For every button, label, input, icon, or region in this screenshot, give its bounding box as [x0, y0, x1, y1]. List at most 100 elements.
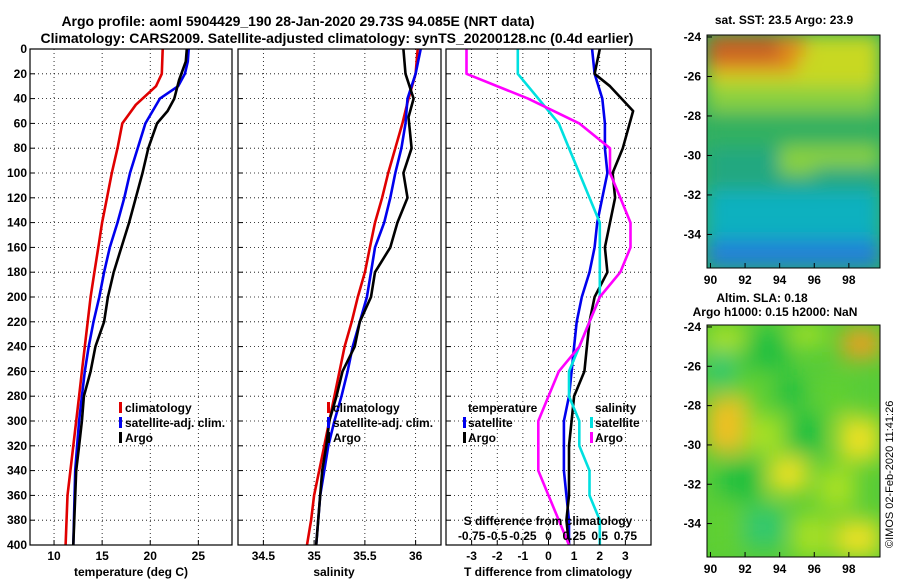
legend-s-satellite-swatch — [590, 417, 593, 428]
map-cell — [745, 330, 791, 371]
map-cell — [720, 460, 763, 500]
legend-climatology-label: climatology — [125, 401, 192, 415]
x-tick-label: 10 — [47, 549, 61, 563]
title-line-2: Climatology: CARS2009. Satellite-adjuste… — [41, 30, 634, 46]
sla-map-title: Altim. SLA: 0.18 — [716, 291, 808, 305]
map-x-tick-label: 96 — [808, 273, 822, 287]
map-cell — [817, 468, 856, 508]
legend-argo-label: Argo — [333, 431, 361, 445]
map-cell — [790, 325, 825, 345]
s-tick-label: 0.5 — [591, 529, 608, 543]
series-line-satellite-adj-clim- — [72, 49, 190, 545]
x-tick-label: 20 — [144, 549, 158, 563]
y-tick-label: 180 — [7, 265, 27, 279]
map-cell — [707, 112, 880, 148]
map-cell — [841, 328, 880, 359]
map-cell — [707, 503, 739, 557]
x-tick-label: 35.5 — [353, 549, 377, 563]
y-tick-label: 380 — [7, 513, 27, 527]
legend-satellite-swatch — [327, 417, 330, 428]
series-line-argo — [72, 49, 189, 545]
x-tick-label: 0 — [545, 549, 552, 563]
x-tick-label: 15 — [95, 549, 109, 563]
map-cell — [707, 35, 780, 61]
x-tick-label: 34.5 — [252, 549, 276, 563]
series-line-t-argo — [565, 49, 635, 545]
legend-s-argo-label: Argo — [595, 431, 623, 445]
map-y-tick-label: -28 — [684, 399, 702, 413]
s-tick-label: -0.25 — [509, 529, 537, 543]
y-tick-label: 300 — [7, 414, 27, 428]
series-line-argo — [314, 49, 415, 545]
salinity-axis-label: salinity — [313, 565, 355, 579]
map-y-tick-label: -24 — [684, 30, 702, 44]
series-line-t-satellite — [562, 49, 609, 545]
y-tick-label: 360 — [7, 488, 27, 502]
series-line-climatology — [64, 49, 164, 545]
map-cell — [817, 378, 853, 414]
x-tick-label: 35 — [307, 549, 321, 563]
y-tick-label: 280 — [7, 389, 27, 403]
legend-t-satellite-swatch — [463, 417, 466, 428]
series-group — [465, 49, 635, 545]
legend-salinity-heading: salinity — [595, 401, 637, 415]
series-group — [64, 49, 190, 545]
legend-satellite-label: satellite-adj. clim. — [333, 416, 433, 430]
difference-legend-salinity: salinity satellite Argo — [590, 401, 640, 445]
legend-climatology-swatch — [327, 402, 330, 413]
map-frame — [706, 324, 881, 558]
legend-satellite-swatch — [119, 417, 122, 428]
y-tick-label: 260 — [7, 364, 27, 378]
difference-panel: -3 -2 -1 0 1 2 3 — [445, 48, 652, 563]
map-cell — [707, 190, 880, 219]
y-tick-label: 160 — [7, 240, 27, 254]
map-x-tick-label: 90 — [704, 562, 718, 576]
sla-map: 90 92 94 96 98 -24 -26 -28 -30 -32 -34 — [684, 320, 881, 576]
y-tick-label: 120 — [7, 191, 27, 205]
y-tick-label: 220 — [7, 315, 27, 329]
legend-t-argo-swatch — [463, 432, 466, 443]
x-tick-label: 36 — [409, 549, 423, 563]
series-line-s-argo — [465, 49, 632, 545]
map-x-tick-label: 94 — [773, 273, 787, 287]
legend-satellite-label: satellite-adj. clim. — [125, 416, 225, 430]
map-x-tick-label: 98 — [842, 562, 856, 576]
difference-legend-temperature: temperature satellite Argo — [463, 401, 538, 445]
map-x-tick-label: 92 — [738, 562, 752, 576]
s-tick-label: 0 — [545, 529, 552, 543]
map-colour-field — [707, 325, 880, 557]
x-tick-label: 3 — [622, 549, 629, 563]
map-cell — [748, 417, 784, 453]
map-cell — [769, 456, 808, 493]
series-group — [305, 49, 422, 545]
s-tick-label: -0.75 — [458, 529, 486, 543]
y-tick-label: 20 — [14, 67, 28, 81]
x-tick-label: 25 — [192, 549, 206, 563]
legend-climatology-label: climatology — [333, 401, 400, 415]
x-tick-label: 2 — [596, 549, 603, 563]
legend-s-satellite-label: satellite — [595, 416, 640, 430]
legend-t-satellite-label: satellite — [468, 416, 513, 430]
map-y-tick-label: -30 — [684, 148, 702, 162]
y-tick-label: 60 — [14, 116, 28, 130]
y-tick-label: 240 — [7, 340, 27, 354]
s-tick-label: 0.25 — [562, 529, 586, 543]
sla-map-subtitle: Argo h1000: 0.15 h2000: NaN — [693, 305, 858, 319]
s-difference-ticks: -0.75 -0.5 -0.25 0 0.25 0.5 0.75 — [458, 529, 637, 543]
legend-argo-swatch — [119, 432, 122, 443]
map-cell — [835, 519, 880, 557]
map-y-tick-label: -32 — [684, 477, 702, 491]
map-x-tick-label: 90 — [704, 273, 718, 287]
map-y-tick-label: -32 — [684, 188, 702, 202]
map-field — [707, 325, 880, 557]
y-tick-label: 80 — [14, 141, 28, 155]
map-cell — [707, 86, 880, 116]
map-cell — [793, 515, 829, 557]
sst-map-title: sat. SST: 23.5 Argo: 23.9 — [715, 13, 854, 27]
map-y-tick-label: -26 — [684, 359, 702, 373]
title-line-1: Argo profile: aoml 5904429_190 28-Jan-20… — [61, 13, 534, 29]
map-cell — [776, 378, 804, 406]
map-y-tick-label: -34 — [684, 227, 702, 241]
